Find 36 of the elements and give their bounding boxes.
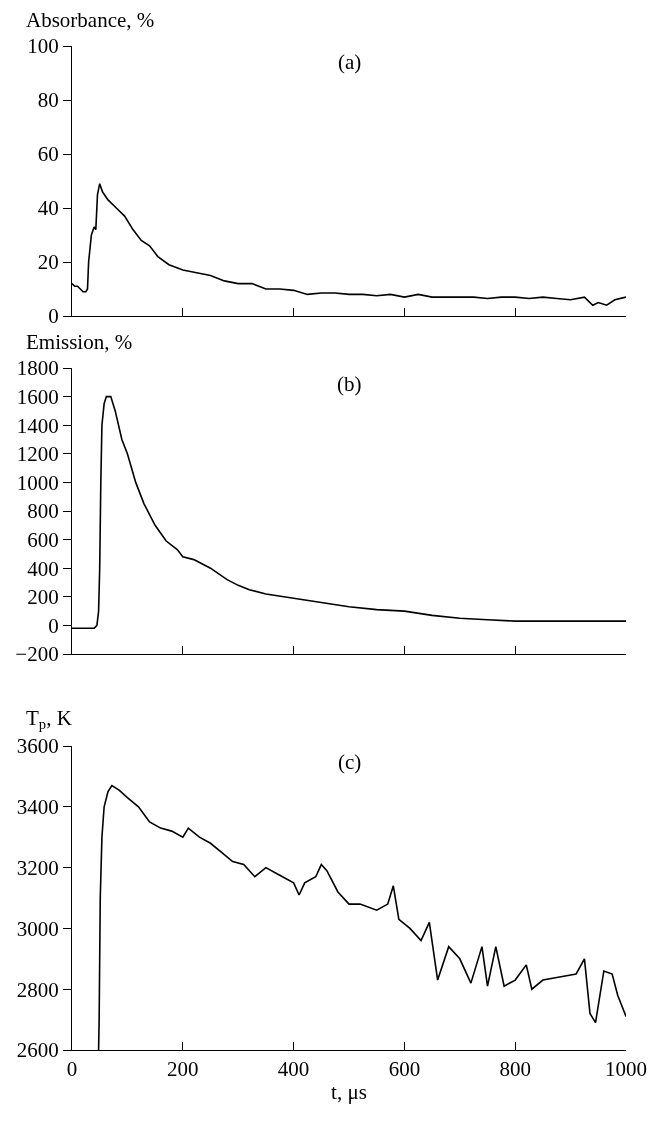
y-tick-label: 3200 xyxy=(16,855,59,880)
x-tick-label: 1000 xyxy=(605,1057,647,1082)
chart-title: (a) xyxy=(338,50,362,74)
y-axis-title: T$_{p}$, K xyxy=(26,706,72,733)
x-tick-label: 200 xyxy=(167,1057,199,1082)
y-tick-label: 1000 xyxy=(16,470,59,495)
y-tick-label: 200 xyxy=(27,585,59,610)
y-tick-label: 3600 xyxy=(16,734,59,759)
y-tick-label: 1600 xyxy=(16,384,59,409)
y-axis-title: Emission, % xyxy=(26,330,133,354)
y-tick-label: 600 xyxy=(27,527,59,552)
y-tick-label: 3400 xyxy=(16,795,59,820)
y-tick-label: 100 xyxy=(27,34,59,59)
x-tick-label: 0 xyxy=(66,1057,78,1082)
x-tick-label: 400 xyxy=(277,1057,310,1082)
y-tick-label: 20 xyxy=(37,250,59,275)
chart-title: (b) xyxy=(337,372,362,396)
y-tick-label: 1400 xyxy=(16,413,59,438)
x-tick-label: 600 xyxy=(388,1057,421,1082)
y-tick-label: 40 xyxy=(37,196,59,221)
x-tick-label: 800 xyxy=(499,1057,531,1082)
chart-title: (c) xyxy=(338,750,362,774)
y-tick-label: 80 xyxy=(37,88,59,113)
y-axis-title: Absorbance, % xyxy=(26,8,155,32)
y-tick-label: 1200 xyxy=(16,442,59,467)
y-tick-label: 60 xyxy=(37,142,59,167)
y-tick-label: 2800 xyxy=(16,977,59,1002)
y-tick-label: 2600 xyxy=(16,1038,59,1063)
y-tick-label: 1800 xyxy=(16,356,59,381)
y-tick-label: −200 xyxy=(15,642,59,667)
y-tick-label: 3000 xyxy=(16,916,59,941)
y-tick-label: 0 xyxy=(48,613,59,638)
y-tick-label: 400 xyxy=(27,556,59,581)
y-tick-label: 800 xyxy=(27,499,59,524)
y-tick-label: 0 xyxy=(48,304,59,329)
x-axis-title: t, μs xyxy=(331,1080,367,1105)
